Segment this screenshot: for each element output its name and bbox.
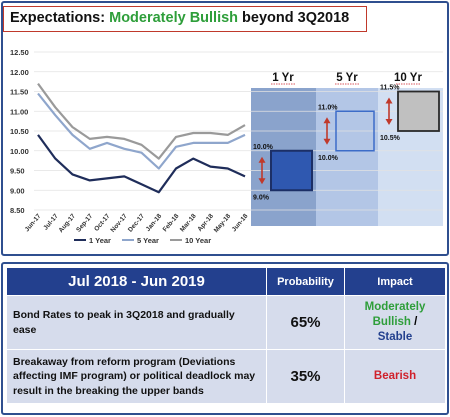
y-tick-label: 10.50 [10, 127, 29, 136]
y-tick-label: 12.50 [10, 48, 29, 57]
band-arrow-head [323, 138, 331, 145]
series-line [37, 92, 246, 170]
x-tick-label: Nov-17 [109, 213, 129, 234]
band-low-label: 9.0% [253, 194, 270, 201]
band-arrow-head [323, 117, 331, 124]
x-tick-label: Jun-17 [24, 212, 43, 233]
y-tick-label: 10.00 [10, 147, 29, 156]
x-tick-label: Dec-17 [127, 212, 146, 233]
band-low-label: 10.0% [318, 155, 339, 162]
band-high-label: 11.0% [318, 104, 338, 111]
band-arrow-head [385, 119, 393, 125]
impact-bearish: Bearish [373, 370, 417, 383]
outlook-panel: Jul 2018 - Jun 2019 Probability Impact B… [1, 262, 449, 415]
scenario-probability: 35% [266, 349, 345, 404]
yield-chart: 12.50 12.00 11.50 11.00 10.50 10.00 9.50 9.00 8.… [10, 48, 443, 245]
impact-bullish: Moderately Bullish [364, 301, 426, 329]
band-arrow-head [258, 156, 266, 163]
probability-header: Probability [266, 267, 345, 296]
forecast-band [335, 110, 375, 152]
band-low-label: 10.5% [380, 135, 401, 142]
legend-label: 5 Year [137, 236, 159, 245]
table-row: Breakaway from reform program (Deviation… [6, 349, 446, 404]
y-tick-label: 8.50 [10, 206, 25, 215]
scenario-impact: Moderately Bullish / Stable [344, 295, 446, 350]
title-highlight: Moderately Bullish [109, 10, 239, 26]
x-tick-label: Aug-17 [58, 212, 78, 234]
outlook-table: Jul 2018 - Jun 2019 Probability Impact B… [6, 267, 446, 404]
forecast-band [397, 90, 440, 132]
impact-header: Impact [344, 267, 446, 296]
chart-title: Expectations: Moderately Bullish beyond … [3, 6, 367, 32]
scenario-description: Breakaway from reform program (Deviation… [6, 349, 267, 404]
legend-label: 1 Year [89, 236, 111, 245]
table-row: Bond Rates to peak in 3Q2018 and gradual… [6, 295, 446, 350]
band-arrow-head [385, 97, 393, 104]
forecast-column-label: 5 Yr [336, 72, 358, 84]
x-tick-label: Sep-17 [75, 213, 94, 234]
x-tick-label: May-18 [213, 212, 233, 234]
x-tick-label: Mar-18 [179, 213, 198, 234]
impact-separator: / [410, 316, 418, 329]
x-tick-label: Jan-18 [145, 213, 164, 234]
y-tick-label: 12.00 [10, 68, 29, 77]
scenario-probability: 65% [266, 295, 345, 350]
title-suffix: beyond 3Q2018 [238, 10, 350, 26]
title-prefix: Expectations: [10, 10, 110, 26]
period-header: Jul 2018 - Jun 2019 [6, 267, 267, 296]
x-tick-label: Feb-18 [162, 212, 181, 233]
y-tick-label: 11.50 [10, 88, 28, 97]
band-arrow-head [258, 178, 266, 185]
legend-label: 10 Year [185, 236, 211, 245]
series-line [37, 134, 246, 194]
y-tick-label: 9.00 [10, 186, 25, 195]
x-tick-label: Jun-18 [231, 212, 250, 233]
forecast-column-label: 10 Yr [394, 72, 422, 84]
impact-stable: Stable [377, 330, 413, 343]
scenario-impact: Bearish [344, 349, 446, 404]
y-tick-label: 9.50 [10, 167, 25, 176]
forecast-column-label: 1 Yr [272, 72, 294, 84]
series-line [37, 82, 246, 160]
forecast-band [270, 149, 313, 192]
scenario-description: Bond Rates to peak in 3Q2018 and gradual… [6, 295, 267, 350]
y-tick-label: 11.00 [10, 107, 28, 116]
band-high-label: 11.5% [380, 85, 400, 92]
table-header-row: Jul 2018 - Jun 2019 Probability Impact [6, 267, 446, 296]
band-high-label: 10.0% [253, 144, 274, 151]
